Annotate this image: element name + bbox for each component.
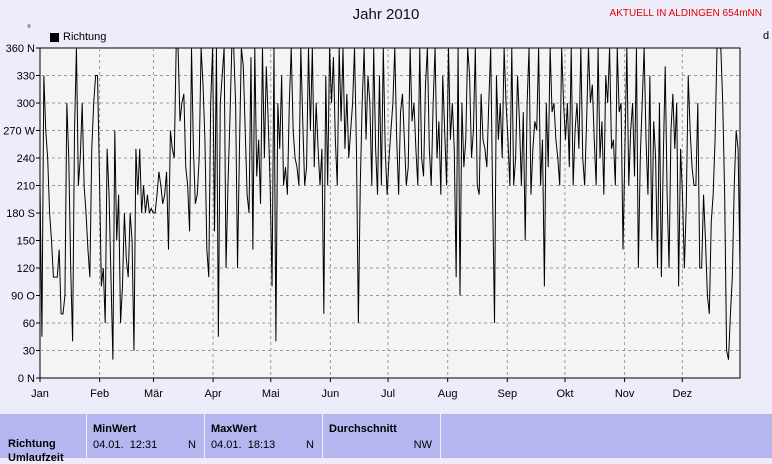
x-tick-label: Sep (498, 388, 518, 400)
stats-empty-cell (440, 414, 762, 458)
stats-max-cell: MaxWert 04.01. 18:13 N (204, 414, 322, 458)
stats-row-label-cell: Richtung Umlaufzeit (0, 414, 86, 464)
stats-row-label: Richtung (8, 438, 56, 450)
station-label: AKTUELL IN ALDINGEN 654mNN (609, 8, 762, 19)
x-tick-label: Jan (31, 388, 49, 400)
x-tick-label: Nov (615, 388, 635, 400)
chart-legend: Richtung (50, 31, 106, 43)
legend-swatch (50, 32, 59, 42)
y-tick-label: 90 O (11, 291, 35, 303)
x-tick-label: Apr (205, 388, 222, 400)
x-tick-label: Dez (673, 388, 693, 400)
max-time: 18:13 (247, 439, 276, 451)
right-edge-letter: d (763, 30, 770, 42)
max-header: MaxWert (211, 423, 257, 435)
min-datetime: 04.01. 12:31 (93, 439, 157, 451)
max-datetime: 04.01. 18:13 (211, 439, 275, 451)
degree-mark: ° (27, 24, 31, 35)
x-tick-label: Jun (322, 388, 340, 400)
min-date: 04.01. (93, 439, 124, 451)
y-tick-label: 240 (17, 153, 35, 165)
y-tick-label: 330 (17, 71, 35, 83)
x-tick-label: Mai (262, 388, 280, 400)
x-tick-label: Aug (438, 388, 458, 400)
series-line-richtung (39, 47, 741, 360)
y-tick-label: 30 (23, 346, 35, 358)
stats-panel: Richtung Umlaufzeit MinWert 04.01. 12:31… (0, 414, 772, 464)
min-time: 12:31 (129, 439, 158, 451)
y-tick-label: 0 N (18, 373, 35, 385)
y-tick-label: 150 (17, 236, 35, 248)
stats-min-cell: MinWert 04.01. 12:31 N (86, 414, 204, 458)
chart-title: Jahr 2010 (352, 6, 420, 23)
y-tick-label: 60 (23, 318, 35, 330)
y-tick-label: 300 (17, 98, 35, 110)
legend-label: Richtung (63, 31, 107, 43)
y-tick-label: 360 N (6, 43, 35, 55)
x-tick-label: Feb (90, 388, 109, 400)
max-direction: N (306, 439, 314, 451)
avg-header: Durchschnitt (329, 423, 397, 435)
min-header: MinWert (93, 423, 137, 435)
direction-chart: 0 N 30 60 90 O 120 150 180 S 210 240 270 W 300 330 3… (3, 43, 741, 400)
x-tick-label: Mär (144, 388, 163, 400)
min-direction: N (188, 439, 196, 451)
y-tick-label: 120 (17, 263, 35, 275)
max-date: 04.01. (211, 439, 242, 451)
x-tick-label: Jul (381, 388, 395, 400)
y-tick-label: 180 S (6, 208, 35, 220)
stats-avg-cell: Durchschnitt NW (322, 414, 440, 458)
stats-row-label-2: Umlaufzeit (8, 452, 64, 464)
x-tick-label: Okt (556, 388, 573, 400)
y-tick-label: 210 (17, 181, 35, 193)
avg-value: NW (413, 439, 432, 451)
y-tick-label: 270 W (3, 126, 35, 138)
